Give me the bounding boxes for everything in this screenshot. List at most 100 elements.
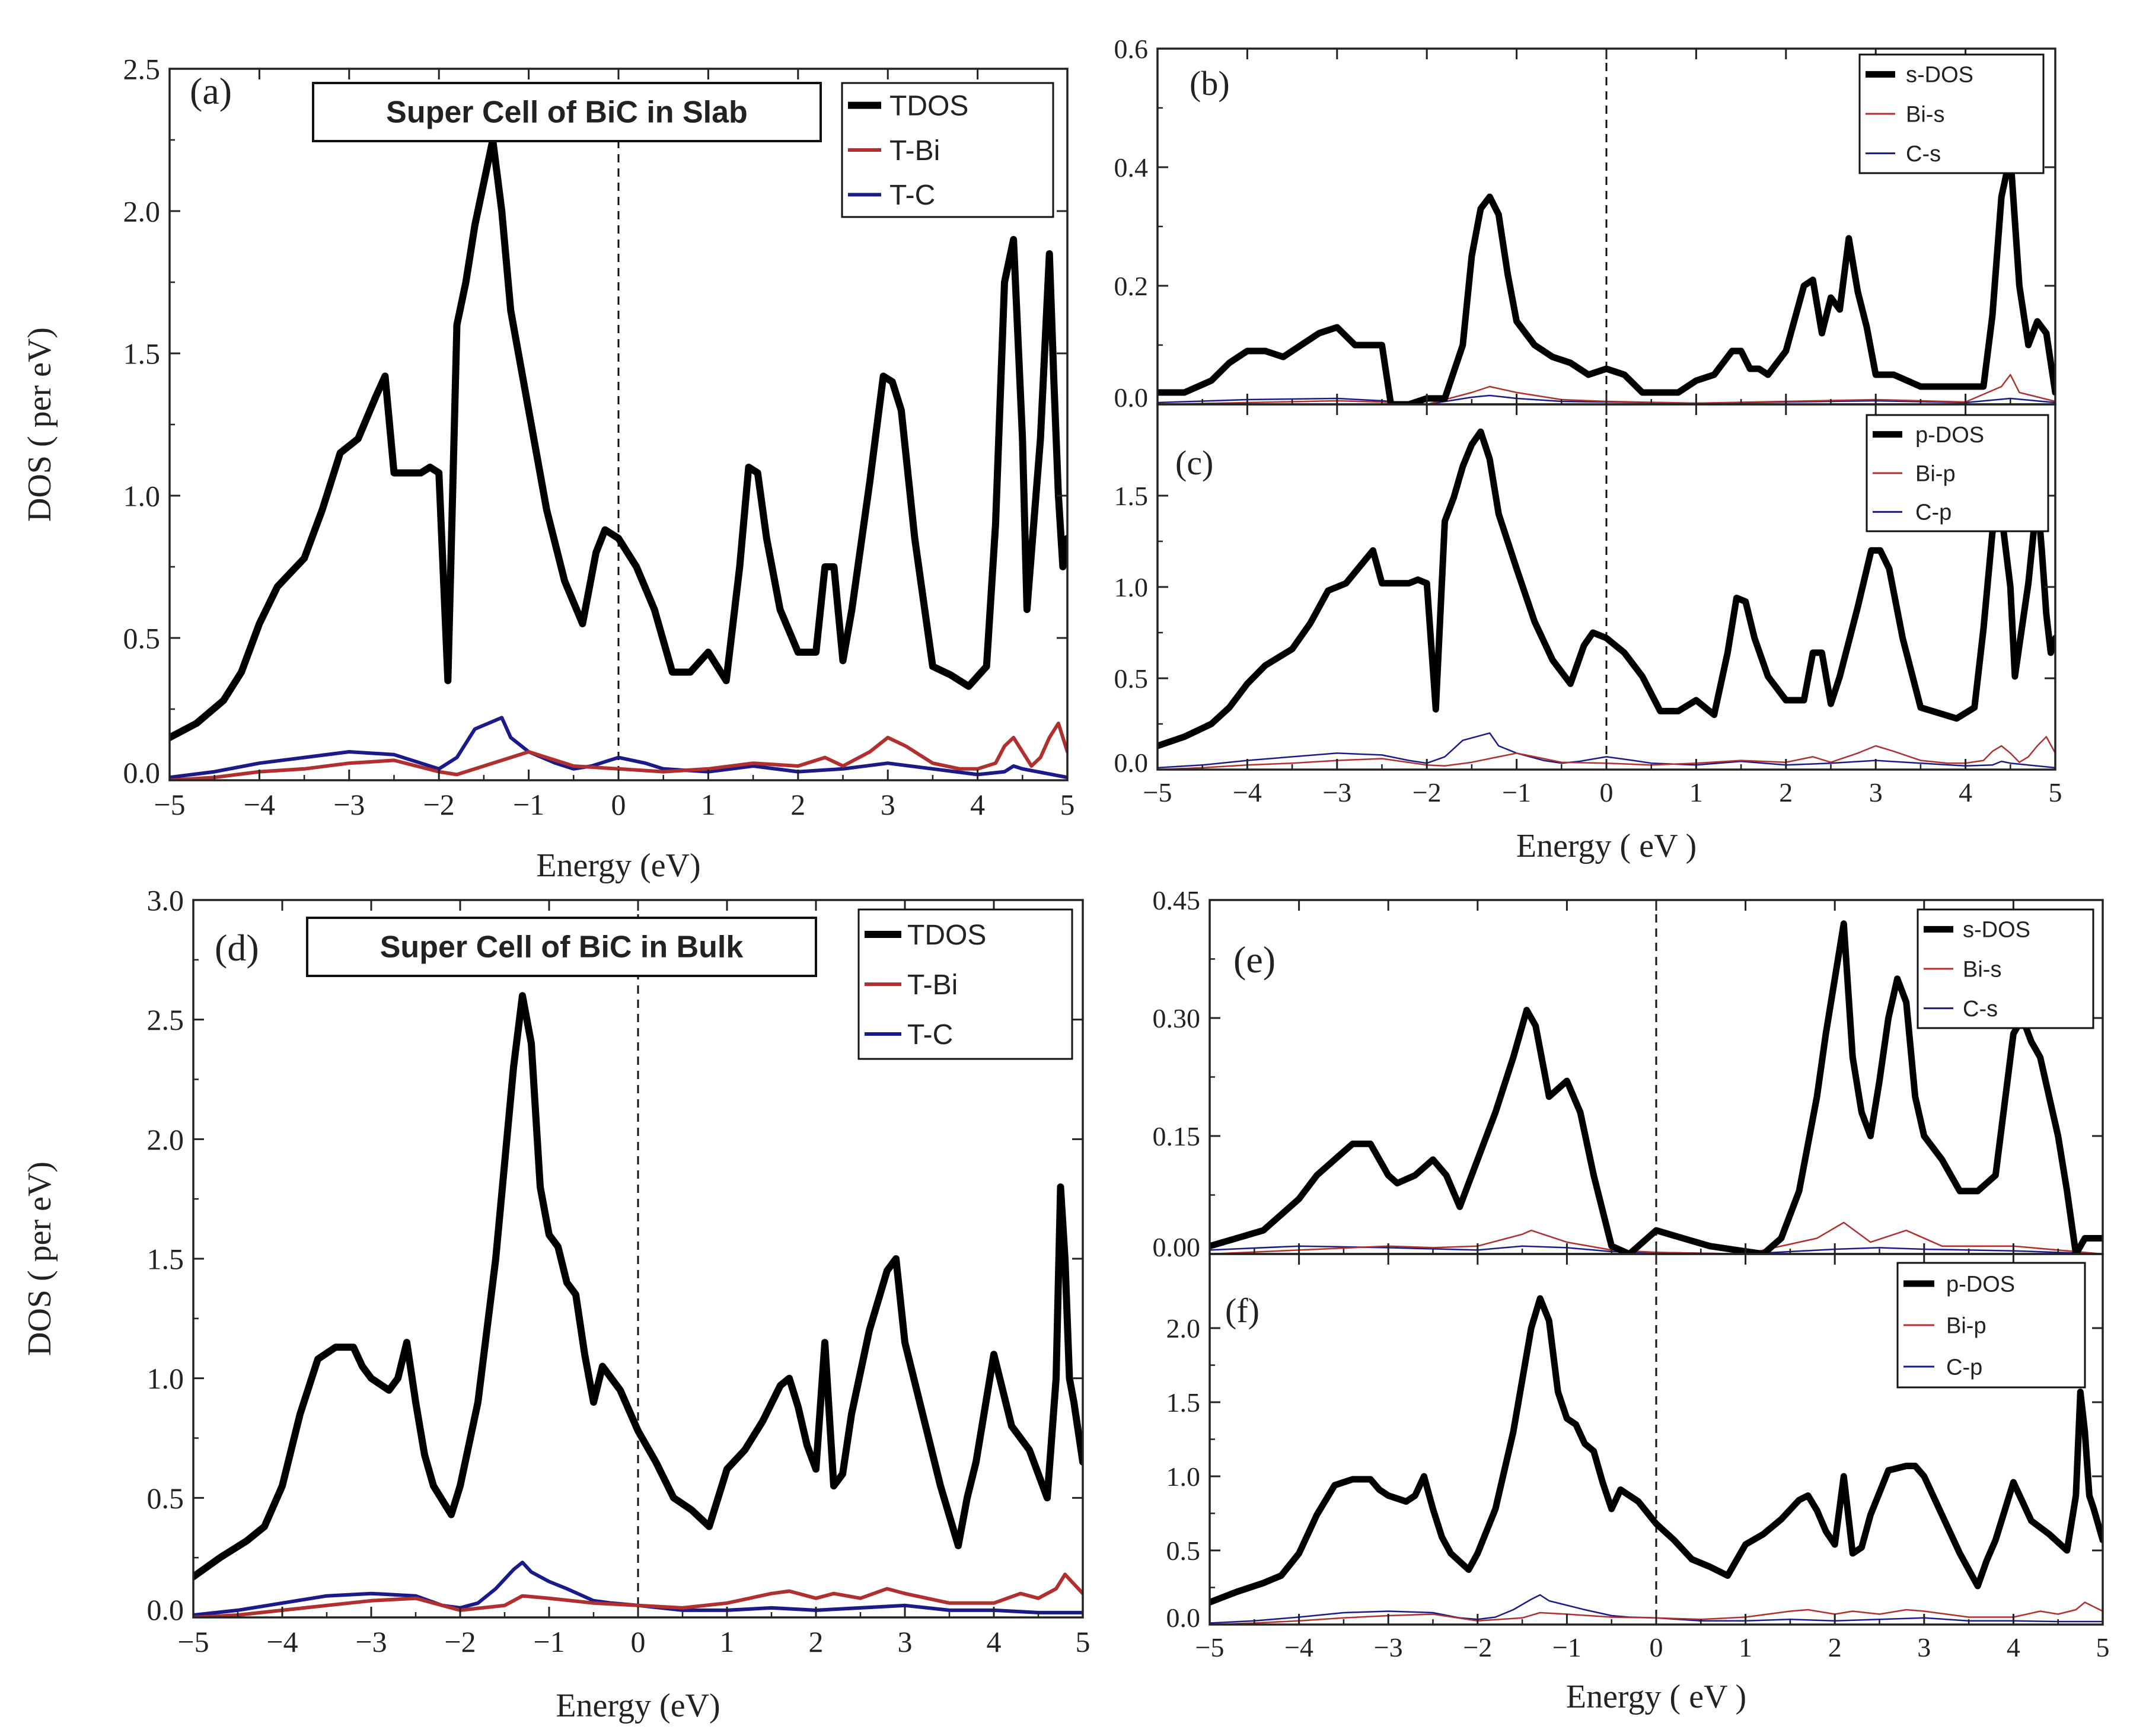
legend-label: Bi-p (1915, 461, 1956, 486)
panel-label: (a) (190, 70, 232, 112)
x-tick-label: 0 (611, 788, 626, 821)
x-tick-label: −1 (1552, 1632, 1581, 1662)
x-tick-label: −1 (533, 1625, 565, 1658)
x-tick-label: 4 (987, 1625, 1002, 1658)
series-s-dos-line (1158, 152, 2055, 404)
x-axis-label: Energy ( eV ) (1516, 828, 1697, 864)
x-tick-label: 3 (881, 788, 895, 821)
x-tick-label: 2 (790, 788, 805, 821)
series-p-dos-line (1158, 428, 2055, 749)
y-tick-label: 0.45 (1153, 885, 1201, 915)
panel-title: Super Cell of BiC in Slab (386, 95, 748, 130)
y-tick-label: 0.5 (123, 622, 161, 655)
y-tick-label: 0.4 (1114, 152, 1149, 183)
y-tick-label: 0.5 (1114, 663, 1149, 694)
x-tick-label: −5 (1195, 1632, 1225, 1662)
x-tick-label: 4 (1959, 777, 1972, 808)
series-t-bi-line (193, 1572, 1083, 1617)
legend-label: TDOS (907, 920, 986, 951)
x-tick-label: −5 (1143, 777, 1172, 808)
x-tick-label: −3 (1322, 777, 1351, 808)
y-tick-label: 1.0 (1114, 572, 1149, 602)
y-tick-label: 1.0 (147, 1362, 184, 1395)
panel-label: (c) (1175, 443, 1213, 482)
series-p-dos-line (1210, 1295, 2103, 1606)
y-tick-label: 0.0 (147, 1593, 184, 1626)
x-tick-label: 1 (720, 1625, 735, 1658)
x-tick-label: −1 (1502, 777, 1531, 808)
y-tick-label: 2.0 (123, 195, 161, 228)
x-tick-label: −2 (1412, 777, 1442, 808)
x-tick-label: 1 (1689, 777, 1703, 808)
x-tick-label: 2 (1828, 1632, 1842, 1662)
legend-label: T-Bi (889, 135, 940, 167)
series-bi-p-line (1210, 1601, 2103, 1625)
x-tick-label: −1 (513, 788, 544, 821)
series-tdos-line (193, 992, 1083, 1581)
y-tick-label: 2.5 (123, 53, 161, 86)
y-tick-label: 1.5 (147, 1243, 184, 1276)
x-tick-label: 0 (631, 1625, 646, 1658)
series-t-bi-line (170, 722, 1067, 780)
legend-label: Bi-p (1946, 1313, 1986, 1338)
x-tick-label: 1 (701, 788, 716, 821)
x-tick-label: −4 (1233, 777, 1262, 808)
legend-label: Bi-s (1963, 957, 2001, 982)
y-axis-label: DOS ( per eV) (21, 1161, 58, 1356)
series-bi-s-line (1158, 374, 2055, 404)
y-tick-label: 0.0 (1114, 382, 1149, 413)
panel-a: −5 −4 −3 −2 −1 0 1 2 3 4 5 0.0 0.5 1.0 1.5 2.0 2.5 (a) Sup… (21, 53, 1075, 885)
panel-e: 0.00 0.15 0.30 0.45 (e) s-DOS Bi-s C-s (1153, 885, 2104, 1262)
y-tick-label: 2.0 (1166, 1313, 1201, 1344)
x-tick-label: 3 (1917, 1632, 1931, 1662)
series-c-p-line (1210, 1594, 2103, 1624)
x-tick-label: −4 (244, 788, 275, 821)
y-axis-label: DOS ( per eV) (21, 327, 58, 522)
x-tick-label: −3 (333, 788, 365, 821)
x-axis-label: Energy (eV) (556, 1687, 720, 1724)
legend-label: p-DOS (1915, 423, 1984, 448)
x-tick-label: −3 (1374, 1632, 1403, 1662)
x-tick-label: −4 (266, 1625, 298, 1658)
series-t-c-line (193, 1561, 1083, 1617)
y-tick-label: 0.0 (1166, 1603, 1201, 1633)
panel-label: (f) (1225, 1291, 1259, 1330)
panel-label: (b) (1190, 64, 1230, 103)
x-tick-label: 2 (1779, 777, 1793, 808)
panel-label: (d) (215, 927, 259, 969)
x-tick-label: 5 (2049, 777, 2062, 808)
y-tick-label: 1.0 (1166, 1461, 1201, 1492)
y-tick-label: 0.00 (1153, 1232, 1201, 1262)
x-tick-label: 4 (2007, 1632, 2020, 1662)
y-tick-label: 0.5 (147, 1482, 184, 1515)
y-tick-label: 2.0 (147, 1123, 184, 1156)
legend-label: C-p (1946, 1355, 1982, 1380)
y-tick-label: 1.5 (1166, 1387, 1201, 1418)
legend-label: T-C (889, 180, 935, 211)
panel-title: Super Cell of BiC in Bulk (380, 930, 744, 965)
legend-label: T-C (907, 1019, 953, 1051)
legend-label: C-s (1963, 997, 1998, 1022)
panel-c: −5 −4 −3 −2 −1 0 1 2 3 4 5 0.0 0.5 1.0 1.5 (c) p-DOS Bi-p… (1114, 403, 2062, 864)
legend-label: s-DOS (1963, 918, 2030, 943)
series-s-dos-line (1210, 920, 2103, 1254)
x-tick-label: 3 (898, 1625, 913, 1658)
x-tick-label: 4 (970, 788, 985, 821)
y-tick-label: 0.2 (1114, 271, 1149, 301)
x-tick-label: 0 (1650, 1632, 1663, 1662)
y-tick-label: 0.15 (1153, 1121, 1201, 1151)
x-tick-label: 1 (1739, 1632, 1752, 1662)
x-tick-label: 2 (809, 1625, 824, 1658)
y-tick-label: 0.6 (1114, 34, 1149, 64)
x-tick-label: 3 (1869, 777, 1883, 808)
x-tick-label: −5 (177, 1625, 209, 1658)
x-axis-label: Energy (eV) (536, 847, 700, 884)
x-tick-label: −2 (1463, 1632, 1492, 1662)
legend-label: C-p (1915, 500, 1952, 525)
y-tick-label: 0.30 (1153, 1003, 1201, 1033)
legend-label: TDOS (889, 90, 968, 122)
panel-d: −5 −4 −3 −2 −1 0 1 2 3 4 5 0.0 0.5 1.0 1.5 2.0 2.5 3.0 (d)… (21, 884, 1090, 1725)
y-tick-label: 1.5 (123, 337, 161, 371)
y-tick-label: 2.5 (147, 1003, 184, 1036)
